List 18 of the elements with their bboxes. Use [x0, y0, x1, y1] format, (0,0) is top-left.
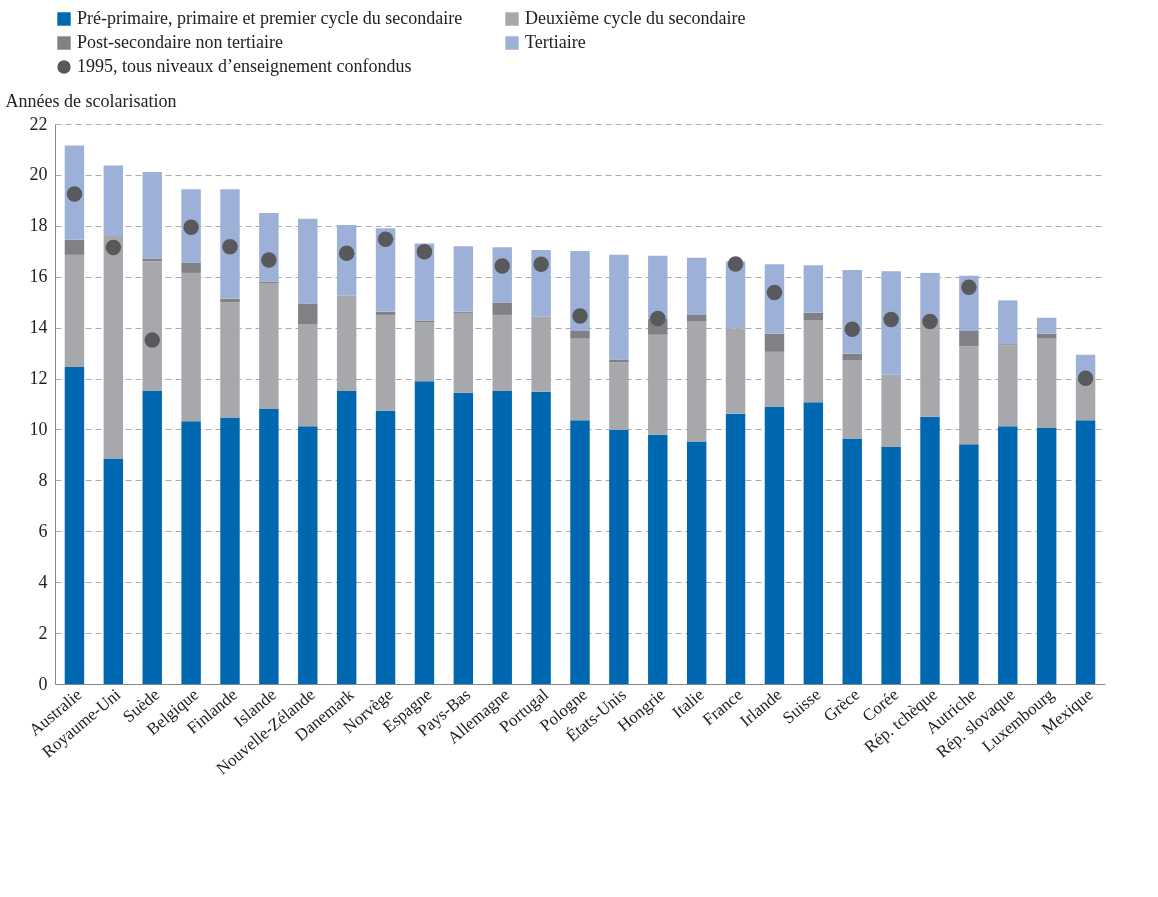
y-tick-label: 4	[38, 571, 48, 592]
legend-label: Tertiaire	[525, 32, 586, 52]
y-tick-label: 0	[38, 673, 48, 694]
y-tick-label: 12	[29, 368, 48, 389]
y-tick-label: 14	[29, 317, 48, 338]
legend-label: Post-secondaire non tertiaire	[77, 32, 283, 52]
legend-label: 1995, tous niveaux d’enseignement confondus	[77, 56, 412, 76]
legend-label: Pré-primaire, primaire et premier cycle du secondaire	[77, 8, 463, 28]
legend-label: Deuxième cycle du secondaire	[525, 8, 746, 28]
y-tick-label: 22	[29, 113, 48, 134]
y-tick-label: 18	[29, 215, 48, 236]
y-tick-label: 8	[38, 469, 48, 490]
y-tick-label: 16	[29, 266, 48, 287]
y-tick-label: 2	[38, 622, 48, 643]
y-tick-label: 6	[38, 520, 48, 541]
y-tick-label: 20	[29, 164, 48, 185]
y-axis-title: Années de scolarisation	[5, 90, 177, 111]
y-tick-label: 10	[29, 418, 48, 439]
